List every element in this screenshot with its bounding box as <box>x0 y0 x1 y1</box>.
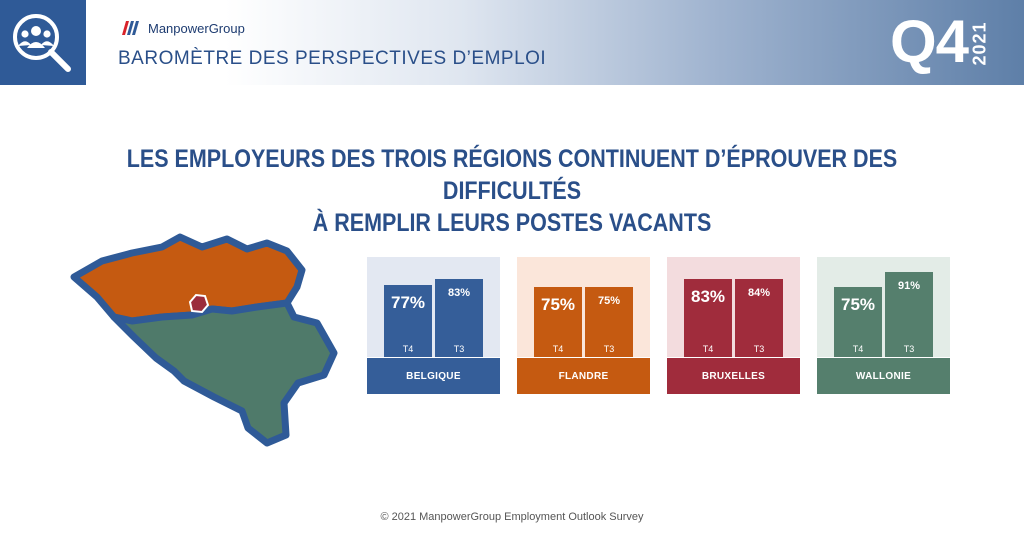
bar-flandre-t3: 75% T3 <box>585 287 633 357</box>
bar-value: 84% <box>747 287 771 299</box>
bar-value: 83% <box>690 287 726 306</box>
headline-line-1: LES EMPLOYEURS DES TROIS RÉGIONS CONTINU… <box>126 145 898 205</box>
bar-category: T3 <box>903 344 915 354</box>
bar-category: T3 <box>753 344 765 354</box>
bar-category: T3 <box>603 344 615 354</box>
bar-value: 75% <box>840 295 876 314</box>
bar-category: T3 <box>453 344 465 354</box>
chart-card-bruxelles: 83% T4 84% T3 BRUXELLES <box>667 257 800 394</box>
bar-wallonie-t3: 91% T3 <box>885 272 933 357</box>
search-people-icon <box>13 14 71 72</box>
header-banner: ManpowerGroup BAROMÈTRE DES PERSPECTIVES… <box>0 0 1024 85</box>
brand-logo: ManpowerGroup <box>120 18 245 38</box>
bar-category: T4 <box>852 344 864 354</box>
card-label-bar: WALLONIE <box>817 358 950 394</box>
headline-line-2: À REMPLIR LEURS POSTES VACANTS <box>312 209 712 237</box>
card-label: WALLONIE <box>855 370 912 382</box>
bar-wallonie-t4: 75% T4 <box>834 287 882 357</box>
footer-copyright: © 2021 ManpowerGroup Employment Outlook … <box>380 511 644 523</box>
card-label: BELGIQUE <box>406 370 461 382</box>
card-label: FLANDRE <box>558 370 609 382</box>
card-label: BRUXELLES <box>701 370 766 382</box>
brand-name: ManpowerGroup <box>148 20 245 36</box>
map-region-wallonie <box>110 299 338 447</box>
header-icon-box <box>0 0 86 85</box>
headline: LES EMPLOYEURS DES TROIS RÉGIONS CONTINU… <box>72 143 953 239</box>
bar-bruxelles-t3: 84% T3 <box>735 279 783 357</box>
bar-category: T4 <box>702 344 714 354</box>
card-label-bar: BRUXELLES <box>667 358 800 394</box>
bar-category: T4 <box>552 344 564 354</box>
chart-card-belgique: 77% T4 83% T3 BELGIQUE <box>367 257 500 394</box>
manpower-logo-icon <box>122 21 139 35</box>
chart-card-wallonie: 75% T4 91% T3 WALLONIE <box>817 257 950 394</box>
bar-belgique-t3: 83% T3 <box>435 279 483 357</box>
map-region-bruxelles <box>188 293 210 314</box>
header-title: BAROMÈTRE DES PERSPECTIVES D’EMPLOI <box>118 48 547 69</box>
bar-flandre-t4: 75% T4 <box>534 287 582 357</box>
bar-bruxelles-t4: 83% T4 <box>684 279 732 357</box>
quarter-label: Q4 <box>890 8 969 75</box>
bar-value: 75% <box>540 295 576 314</box>
year-label: 2021 <box>969 20 990 66</box>
belgium-map <box>70 233 338 447</box>
bar-belgique-t4: 77% T4 <box>384 285 432 357</box>
bar-value: 77% <box>390 293 426 312</box>
bar-value: 83% <box>447 287 471 299</box>
bar-value: 75% <box>597 295 621 307</box>
bar-value: 91% <box>897 280 921 292</box>
chart-card-flandre: 75% T4 75% T3 FLANDRE <box>517 257 650 394</box>
card-label-bar: FLANDRE <box>517 358 650 394</box>
bar-category: T4 <box>402 344 414 354</box>
year-label-wrap: 2021 <box>970 14 990 72</box>
card-label-bar: BELGIQUE <box>367 358 500 394</box>
